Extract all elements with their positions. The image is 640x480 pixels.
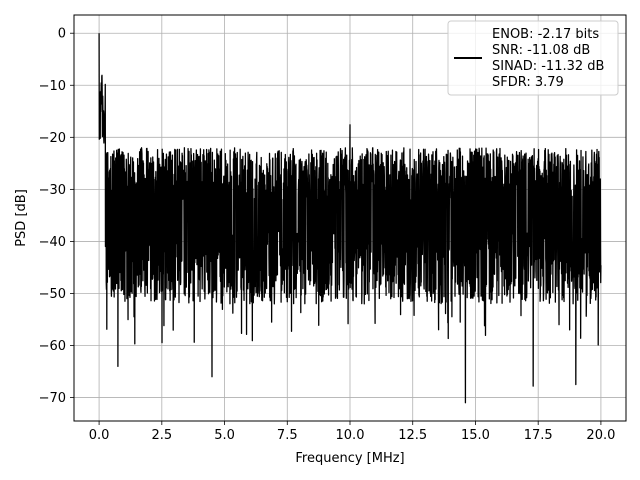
- plot-area: [98, 33, 602, 404]
- x-tick-label: 0.0: [89, 428, 110, 443]
- legend: ENOB: -2.17 bits SNR: -11.08 dB SINAD: -…: [447, 20, 619, 96]
- y-tick-label: −30: [39, 183, 66, 198]
- y-tick-label: 0: [58, 27, 66, 42]
- y-axis: 0 −10 −20 −30 −40 −50 −60 −70: [39, 27, 74, 406]
- x-tick-label: 5.0: [214, 428, 235, 443]
- legend-enob: ENOB: -2.17 bits: [492, 27, 599, 42]
- x-tick-label: 7.5: [277, 428, 298, 443]
- legend-sfdr: SFDR: 3.79: [492, 75, 564, 90]
- y-tick-label: −50: [39, 287, 66, 302]
- y-tick-label: −40: [39, 235, 66, 250]
- x-tick-label: 17.5: [524, 428, 553, 443]
- y-tick-label: −60: [39, 339, 66, 354]
- y-tick-label: −70: [39, 391, 66, 406]
- legend-box: [447, 20, 619, 96]
- x-tick-label: 2.5: [151, 428, 172, 443]
- x-tick-label: 20.0: [586, 428, 615, 443]
- psd-series-line: [98, 33, 602, 404]
- legend-sinad: SINAD: -11.32 dB: [492, 59, 604, 74]
- x-axis-label: Frequency [MHz]: [295, 451, 404, 466]
- x-tick-label: 15.0: [461, 428, 490, 443]
- y-axis-label: PSD [dB]: [14, 189, 29, 247]
- y-tick-label: −10: [39, 79, 66, 94]
- x-axis: 0.0 2.5 5.0 7.5 10.0 12.5 15.0 17.5 20.0: [89, 421, 615, 443]
- y-tick-label: −20: [39, 131, 66, 146]
- x-tick-label: 12.5: [398, 428, 427, 443]
- x-tick-label: 10.0: [336, 428, 365, 443]
- legend-snr: SNR: -11.08 dB: [492, 43, 590, 58]
